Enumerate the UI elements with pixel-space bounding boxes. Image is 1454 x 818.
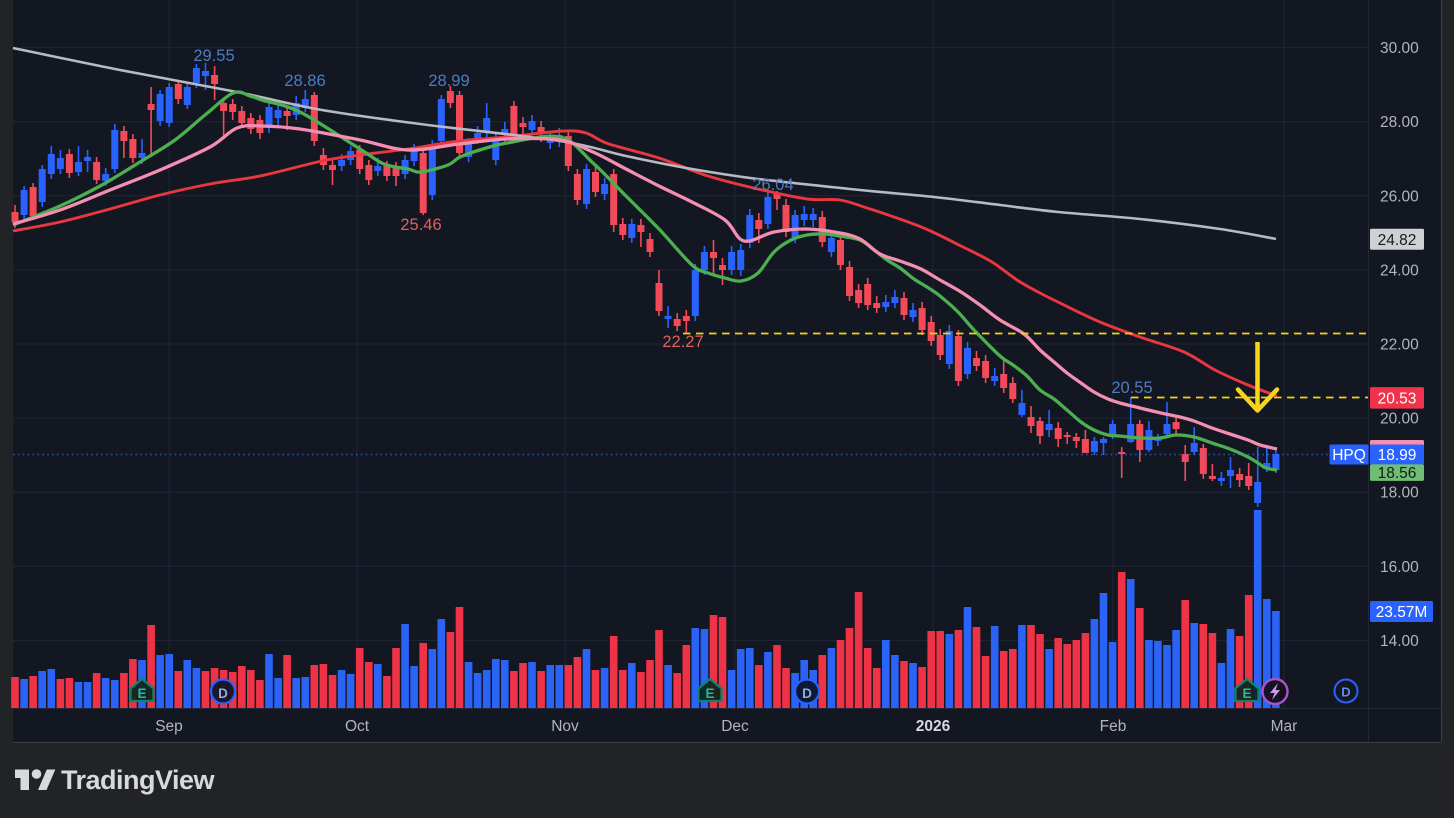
svg-text:E: E <box>137 686 146 701</box>
svg-text:20.55: 20.55 <box>1111 379 1152 397</box>
svg-text:28.99: 28.99 <box>428 72 469 90</box>
svg-text:23.57M: 23.57M <box>1376 604 1428 621</box>
svg-text:Mar: Mar <box>1271 718 1298 735</box>
svg-text:Feb: Feb <box>1100 718 1127 735</box>
svg-text:20.00: 20.00 <box>1380 411 1419 428</box>
svg-text:Oct: Oct <box>345 718 370 735</box>
svg-text:26.00: 26.00 <box>1380 188 1419 205</box>
svg-text:30.00: 30.00 <box>1380 40 1419 57</box>
svg-text:HPQ: HPQ <box>1332 447 1366 464</box>
svg-text:Nov: Nov <box>551 718 579 735</box>
svg-text:24.82: 24.82 <box>1378 232 1417 249</box>
svg-text:D: D <box>218 686 228 701</box>
svg-text:28.86: 28.86 <box>284 72 325 90</box>
svg-text:22.27: 22.27 <box>662 333 703 351</box>
svg-text:Sep: Sep <box>155 718 183 735</box>
svg-text:18.56: 18.56 <box>1378 465 1417 482</box>
svg-text:D: D <box>802 686 812 701</box>
svg-text:16.00: 16.00 <box>1380 559 1419 576</box>
svg-text:18.99: 18.99 <box>1378 447 1417 464</box>
svg-text:D: D <box>1341 685 1350 700</box>
svg-text:24.00: 24.00 <box>1380 262 1419 279</box>
svg-text:E: E <box>705 686 714 701</box>
svg-text:29.55: 29.55 <box>193 47 234 65</box>
svg-text:25.46: 25.46 <box>400 216 441 234</box>
svg-text:E: E <box>1242 686 1251 701</box>
svg-text:14.00: 14.00 <box>1380 633 1419 650</box>
svg-text:Dec: Dec <box>721 718 749 735</box>
svg-text:22.00: 22.00 <box>1380 337 1419 354</box>
svg-text:20.53: 20.53 <box>1378 390 1417 407</box>
svg-text:28.00: 28.00 <box>1380 114 1419 131</box>
svg-text:2026: 2026 <box>916 718 951 735</box>
svg-text:26.04: 26.04 <box>752 176 793 194</box>
svg-text:TradingView: TradingView <box>61 765 216 795</box>
svg-text:18.00: 18.00 <box>1380 485 1419 502</box>
